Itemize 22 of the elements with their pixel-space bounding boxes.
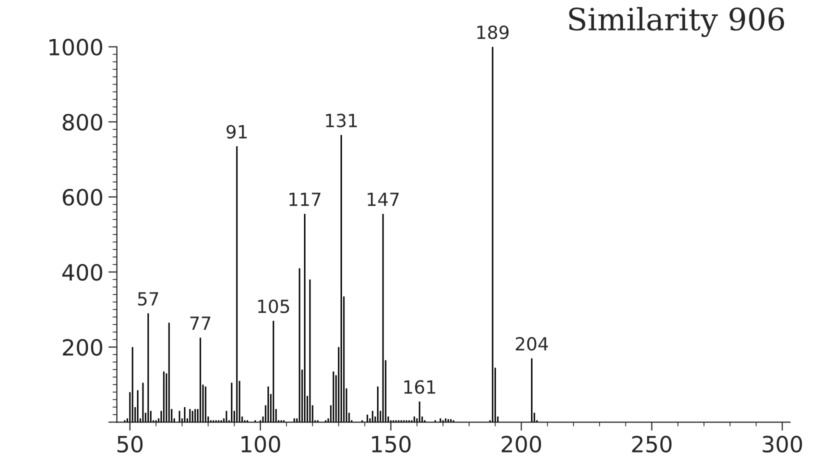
- annotation: 57: [138, 292, 158, 306]
- annotation: 77: [190, 316, 210, 330]
- annotation: 161: [404, 380, 436, 394]
- x-tick-label: 50: [117, 436, 143, 453]
- x-tick-label: 300: [762, 436, 802, 453]
- x-tick-label: 250: [632, 436, 672, 453]
- annotation: 204: [516, 337, 548, 351]
- annotation: 189: [477, 25, 509, 40]
- annotation: 105: [258, 299, 290, 314]
- y-tick-label: 400: [62, 264, 102, 281]
- y-tick-label: 600: [62, 188, 102, 206]
- y-tick-label: 800: [62, 114, 102, 131]
- y-tick-label: 1000: [50, 38, 102, 56]
- annotation: 131: [326, 114, 357, 128]
- annotation: 91: [226, 124, 247, 139]
- annotation: 117: [289, 192, 320, 206]
- y-tick-label: 200: [62, 339, 102, 356]
- x-tick-label: 200: [502, 436, 542, 453]
- x-tick-label: 100: [242, 436, 280, 453]
- annotation: 147: [368, 192, 399, 206]
- chart-title: Similarity 906: [569, 7, 784, 38]
- x-tick-label: 150: [372, 436, 411, 453]
